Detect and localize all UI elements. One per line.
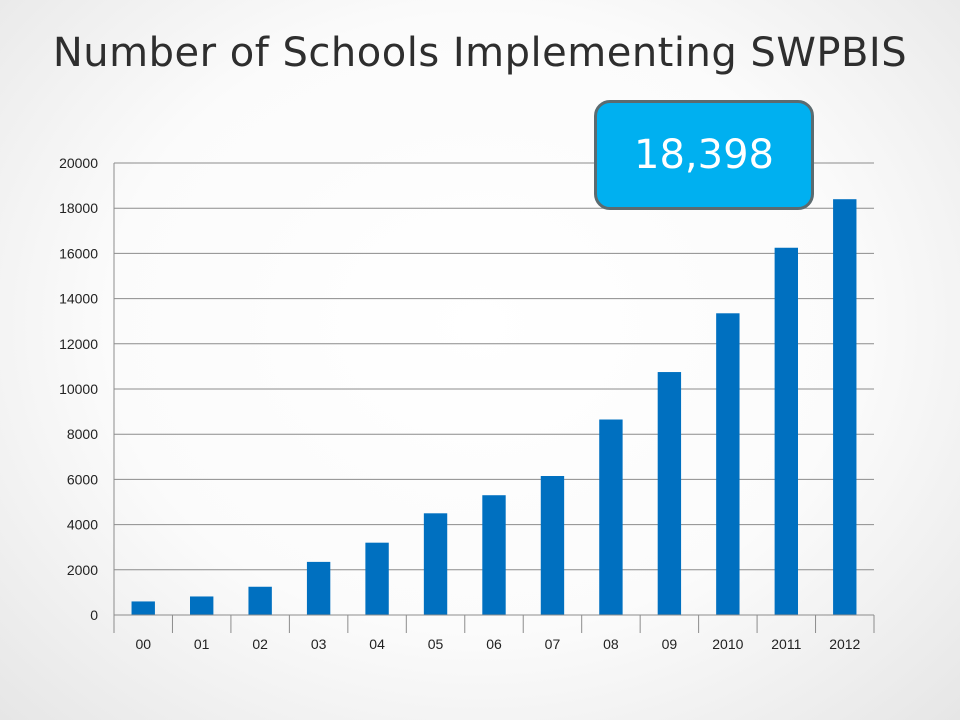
y-tick-label: 20000 bbox=[59, 155, 98, 171]
bar-03 bbox=[306, 561, 331, 615]
bar-09 bbox=[657, 372, 682, 615]
x-tick-label: 04 bbox=[369, 636, 385, 652]
axes: 0200040006000800010000120001400016000180… bbox=[59, 155, 875, 652]
y-tick-label: 8000 bbox=[67, 426, 98, 442]
bar-2011 bbox=[774, 247, 798, 615]
bar-00 bbox=[131, 601, 155, 615]
bar-07 bbox=[540, 476, 565, 615]
x-tick-label: 03 bbox=[311, 636, 327, 652]
x-tick-label: 00 bbox=[135, 636, 151, 652]
y-tick-label: 0 bbox=[90, 607, 98, 623]
bars bbox=[131, 199, 857, 615]
total-callout: 18,398 bbox=[594, 100, 814, 210]
x-tick-label: 05 bbox=[428, 636, 444, 652]
bar-02 bbox=[248, 586, 272, 615]
y-tick-label: 18000 bbox=[59, 200, 98, 216]
bar-01 bbox=[190, 596, 214, 615]
bar-04 bbox=[365, 542, 389, 615]
callout-value: 18,398 bbox=[634, 132, 774, 178]
y-tick-label: 2000 bbox=[67, 562, 98, 578]
y-tick-label: 12000 bbox=[59, 336, 98, 352]
x-tick-label: 07 bbox=[545, 636, 561, 652]
bar-2010 bbox=[716, 313, 740, 615]
page-title: Number of Schools Implementing SWPBIS bbox=[52, 30, 908, 76]
y-tick-label: 16000 bbox=[59, 245, 98, 261]
y-tick-label: 6000 bbox=[67, 471, 98, 487]
bar-06 bbox=[482, 495, 506, 615]
x-tick-label: 08 bbox=[603, 636, 619, 652]
x-tick-label: 2011 bbox=[771, 636, 801, 652]
y-tick-label: 4000 bbox=[67, 517, 98, 533]
bar-05 bbox=[423, 513, 448, 615]
bar-2012 bbox=[833, 199, 857, 615]
y-tick-label: 10000 bbox=[59, 381, 98, 397]
y-tick-label: 14000 bbox=[59, 291, 98, 307]
x-tick-label: 2010 bbox=[712, 636, 743, 652]
x-tick-label: 02 bbox=[252, 636, 268, 652]
x-tick-label: 06 bbox=[486, 636, 502, 652]
x-tick-label: 09 bbox=[662, 636, 678, 652]
x-tick-label: 01 bbox=[194, 636, 210, 652]
x-tick-label: 2012 bbox=[829, 636, 860, 652]
bar-08 bbox=[599, 419, 623, 615]
